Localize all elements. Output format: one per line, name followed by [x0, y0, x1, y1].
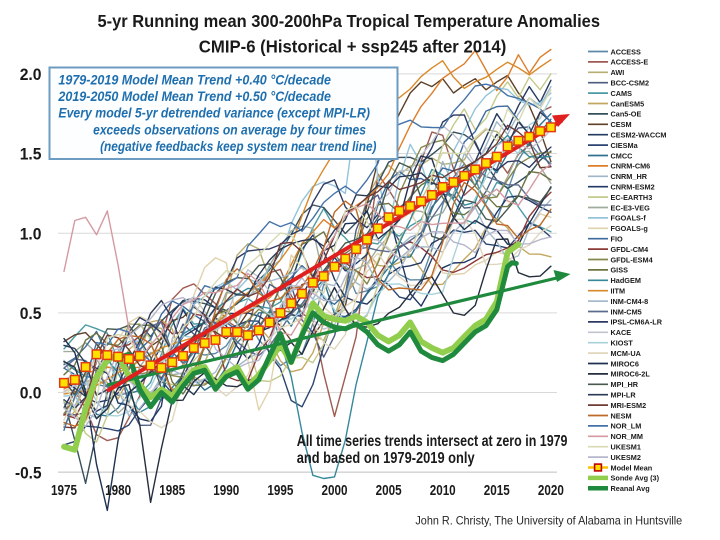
svg-text:1980: 1980 [105, 482, 131, 499]
svg-text:NOR_MM: NOR_MM [611, 432, 643, 441]
svg-text:2015: 2015 [484, 482, 510, 499]
svg-text:2019-2050 Model Mean Trend +0.: 2019-2050 Model Mean Trend +0.50 °C/deca… [58, 88, 332, 104]
svg-text:2.0: 2.0 [20, 65, 42, 84]
svg-text:HadGEM: HadGEM [611, 276, 641, 285]
svg-text:IITM: IITM [611, 287, 626, 296]
svg-text:MPI_HR: MPI_HR [611, 380, 639, 389]
svg-text:MPI-LR: MPI-LR [611, 391, 637, 400]
svg-text:1975: 1975 [51, 482, 77, 499]
svg-text:CNRM-CM6: CNRM-CM6 [611, 162, 651, 171]
svg-text:MIROC6-2L: MIROC6-2L [611, 370, 651, 379]
svg-text:CESM: CESM [611, 120, 632, 129]
svg-text:All time series trends interse: All time series trends intersect at zero… [297, 433, 568, 450]
svg-text:Sonde Avg (3): Sonde Avg (3) [611, 474, 660, 483]
svg-text:Model Mean: Model Mean [611, 463, 653, 472]
svg-text:GFDL-ESM4: GFDL-ESM4 [611, 255, 654, 264]
svg-text:1990: 1990 [213, 482, 239, 499]
svg-text:1995: 1995 [267, 482, 293, 499]
svg-text:0.5: 0.5 [20, 304, 42, 323]
svg-text:FIO: FIO [611, 235, 623, 244]
svg-text:AWI: AWI [611, 68, 625, 77]
svg-text:UKESM2: UKESM2 [611, 453, 641, 462]
svg-text:and based on 1979-2019 only: and based on 1979-2019 only [297, 450, 475, 467]
svg-text:2020: 2020 [538, 482, 564, 499]
svg-text:-0.5: -0.5 [15, 463, 42, 482]
svg-text:5-yr Running mean 300-200hPa T: 5-yr Running mean 300-200hPa Tropical Te… [98, 11, 601, 31]
svg-text:Reanal Avg: Reanal Avg [611, 484, 650, 493]
svg-text:KACE: KACE [611, 328, 632, 337]
svg-text:2005: 2005 [376, 482, 402, 499]
svg-text:1.0: 1.0 [20, 224, 42, 243]
svg-text:FGOALS-g: FGOALS-g [611, 224, 648, 233]
svg-text:Every model 5-yr detrended var: Every model 5-yr detrended variance (exc… [58, 105, 370, 121]
svg-text:EC-EARTH3: EC-EARTH3 [611, 193, 653, 202]
svg-text:NESM: NESM [611, 411, 632, 420]
svg-text:1979-2019 Model Mean Trend +0.: 1979-2019 Model Mean Trend +0.40 °C/deca… [58, 72, 331, 88]
svg-text:INM-CM5: INM-CM5 [611, 307, 642, 316]
svg-text:FGOALS-f: FGOALS-f [611, 214, 647, 223]
svg-text:0.0: 0.0 [20, 384, 42, 403]
svg-text:UKESM1: UKESM1 [611, 443, 641, 452]
svg-text:ACCESS-E: ACCESS-E [611, 58, 649, 67]
svg-text:CIESMa: CIESMa [611, 141, 639, 150]
svg-text:(negative feedbacks keep syste: (negative feedbacks keep system near tre… [100, 138, 377, 154]
svg-text:2010: 2010 [430, 482, 456, 499]
svg-text:NOR_LM: NOR_LM [611, 422, 642, 431]
svg-text:CNRM-ESM2: CNRM-ESM2 [611, 183, 655, 192]
svg-text:2000: 2000 [322, 482, 348, 499]
svg-text:INM-CM4-8: INM-CM4-8 [611, 297, 649, 306]
svg-text:CESM2-WACCM: CESM2-WACCM [611, 131, 667, 140]
svg-text:Can5-OE: Can5-OE [611, 110, 642, 119]
svg-text:GISS: GISS [611, 266, 629, 275]
svg-text:1.5: 1.5 [20, 145, 42, 164]
svg-text:IPSL-CM6A-LR: IPSL-CM6A-LR [611, 318, 663, 327]
svg-text:CAMS: CAMS [611, 89, 633, 98]
svg-text:MIROC6: MIROC6 [611, 359, 639, 368]
svg-text:1985: 1985 [159, 482, 185, 499]
svg-text:MCM-UA: MCM-UA [611, 349, 642, 358]
svg-text:GFDL-CM4: GFDL-CM4 [611, 245, 650, 254]
svg-text:MRI-ESM2: MRI-ESM2 [611, 401, 647, 410]
svg-text:CMIP-6 (Historical + ssp245 af: CMIP-6 (Historical + ssp245 after 2014) [199, 36, 507, 56]
svg-text:EC-E3-VEG: EC-E3-VEG [611, 203, 651, 212]
svg-text:CMCC: CMCC [611, 151, 634, 160]
svg-text:BCC-CSM2: BCC-CSM2 [611, 79, 650, 88]
svg-text:KIOST: KIOST [611, 339, 634, 348]
svg-text:exceeds observations on averag: exceeds observations on average by four … [93, 121, 366, 137]
svg-text:CanESM5: CanESM5 [611, 99, 645, 108]
svg-text:John R. Christy, The Universit: John R. Christy, The University of Alaba… [415, 514, 682, 528]
svg-text:CNRM_HR: CNRM_HR [611, 172, 648, 181]
svg-text:ACCESS: ACCESS [611, 47, 642, 56]
